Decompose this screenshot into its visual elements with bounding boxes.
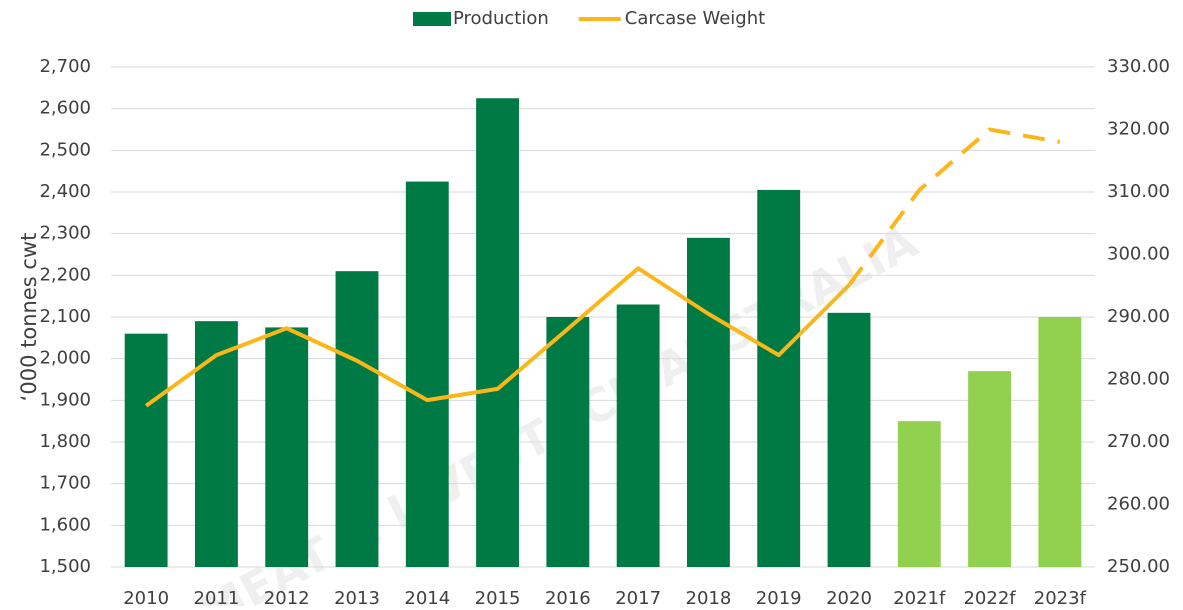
bar	[1038, 317, 1082, 567]
y-tick-label: 2,300	[39, 223, 91, 244]
y-tick-label: 1,800	[39, 431, 91, 452]
x-tick-label: 2012	[264, 588, 310, 606]
bar	[265, 327, 309, 567]
y-tick-label: 2,200	[39, 264, 91, 285]
y2-tick-label: 310.00	[1107, 181, 1170, 202]
y-tick-label: 1,900	[39, 389, 91, 410]
y-tick-label: 2,100	[39, 306, 91, 327]
y2-tick-label: 260.00	[1107, 494, 1170, 515]
y-tick-label: 2,600	[39, 98, 91, 119]
x-tick-label: 2017	[615, 588, 661, 606]
x-tick-label: 2015	[475, 588, 521, 606]
legend-label: Production	[453, 8, 549, 29]
x-tick-label: 2013	[334, 588, 380, 606]
bar	[546, 317, 590, 567]
x-tick-label: 2020	[826, 588, 872, 606]
x-tick-label: 2021f	[893, 588, 946, 606]
legend-swatch	[413, 12, 451, 26]
bar	[405, 181, 449, 568]
bar	[335, 271, 379, 567]
bar	[827, 312, 871, 567]
y2-tick-label: 300.00	[1107, 244, 1170, 265]
bar	[194, 321, 238, 567]
line	[144, 266, 851, 408]
line-forecast	[847, 127, 1061, 287]
y2-tick-label: 250.00	[1107, 556, 1170, 577]
y-axis-label: ‘000 tonnes cwt	[17, 233, 41, 402]
x-tick-label: 2022f	[963, 588, 1016, 606]
y2-tick-label: 280.00	[1107, 369, 1170, 390]
x-tick-label: 2018	[686, 588, 732, 606]
bar	[686, 237, 730, 568]
bar	[897, 421, 941, 567]
y2-tick-label: 270.00	[1107, 431, 1170, 452]
bar	[616, 304, 660, 567]
bar	[476, 98, 520, 567]
x-tick-label: 2010	[123, 588, 169, 606]
y-tick-label: 1,600	[39, 514, 91, 535]
y-tick-label: 1,700	[39, 473, 91, 494]
x-tick-label: 2014	[404, 588, 450, 606]
x-tick-label: 2023f	[1034, 588, 1087, 606]
y2-tick-label: 290.00	[1107, 306, 1170, 327]
y-tick-label: 2,500	[39, 139, 91, 160]
y-tick-label: 2,700	[39, 56, 91, 77]
bar	[757, 189, 801, 567]
y2-tick-label: 320.00	[1107, 119, 1170, 140]
y-tick-label: 1,500	[39, 556, 91, 577]
x-tick-label: 2011	[194, 588, 240, 606]
x-tick-label: 2016	[545, 588, 591, 606]
x-tick-label: 2019	[756, 588, 802, 606]
bar	[968, 371, 1012, 567]
y-tick-label: 2,400	[39, 181, 91, 202]
y2-tick-label: 330.00	[1107, 56, 1170, 77]
legend-label: Carcase Weight	[625, 8, 765, 29]
y-tick-label: 2,000	[39, 348, 91, 369]
bar	[124, 333, 168, 567]
